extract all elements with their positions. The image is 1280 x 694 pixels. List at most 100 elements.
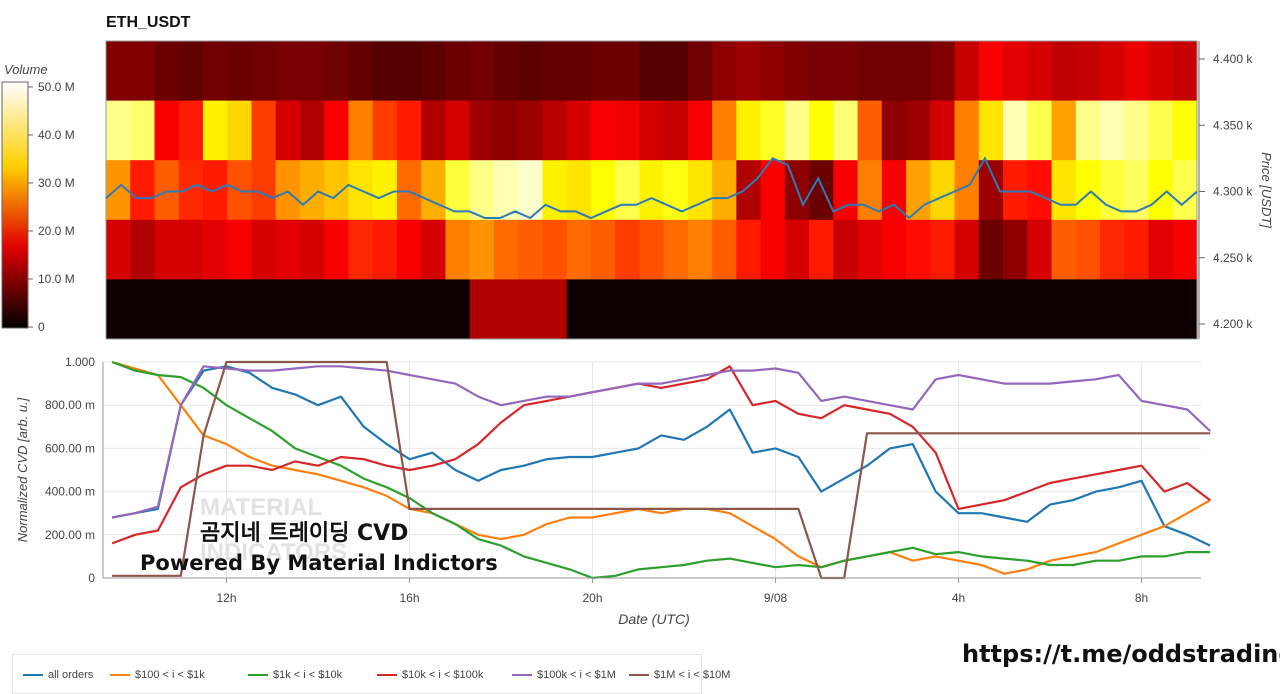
heatmap-cell	[372, 160, 398, 221]
x-tick-label: 12h	[217, 591, 237, 605]
x-tick-label: 4h	[952, 591, 965, 605]
heatmap-cell	[130, 160, 156, 221]
heatmap-cell	[1124, 100, 1150, 161]
heatmap-cell	[687, 41, 713, 101]
heatmap-border	[105, 40, 1198, 340]
heatmap-cell	[1003, 41, 1028, 101]
heatmap-cell	[566, 100, 592, 161]
heatmap-cell	[1075, 160, 1101, 221]
heatmap-cell	[615, 100, 640, 161]
price-tick-label: 4.200 k	[1213, 317, 1253, 331]
heatmap-cell	[324, 41, 350, 101]
heatmap-cell	[590, 219, 616, 280]
heatmap-cell	[590, 100, 616, 161]
heatmap-cell	[227, 219, 253, 280]
heatmap-cell	[736, 279, 762, 340]
y-tick-label: 0	[88, 571, 95, 585]
heatmap-cell	[348, 279, 374, 340]
heatmap-cell	[251, 219, 277, 280]
colorbar-tick-label: 20.0 M	[38, 224, 75, 238]
colorbar-tick-label: 30.0 M	[38, 176, 75, 190]
heatmap-cell	[687, 100, 713, 161]
heatmap-cell	[421, 279, 447, 340]
heatmap-cell	[154, 160, 180, 221]
price-line	[105, 156, 1198, 220]
heatmap-cell	[833, 279, 859, 340]
x-tick-label: 8h	[1135, 591, 1148, 605]
heatmap-cell	[445, 279, 471, 340]
heatmap-cell	[1172, 100, 1198, 161]
heatmap-cell	[421, 41, 447, 101]
y-axis-label: Normalized CVD [arb. u.]	[15, 397, 30, 542]
legend: all orders $100 < i < $1k $1k < i < $10k $1…	[12, 654, 730, 694]
watermark-logo: MATERIAL INDICATORS	[200, 494, 347, 566]
heatmap-cell	[1124, 41, 1150, 101]
y-tick-label: 1.000	[65, 355, 95, 369]
heatmap-cell	[930, 279, 956, 340]
heatmap-cell	[348, 219, 374, 280]
series-line	[111, 365, 1211, 519]
heatmap-cell	[518, 41, 543, 101]
legend-label: all orders	[48, 669, 94, 681]
heatmap-cell	[906, 160, 931, 221]
colorbar-label: Volume	[4, 62, 48, 77]
heatmap-cell	[930, 41, 956, 101]
heatmap-cell	[348, 41, 374, 101]
heatmap-cell	[978, 100, 1004, 161]
heatmap-cell	[518, 100, 543, 161]
heatmap-cell	[396, 160, 422, 221]
heatmap-cell	[978, 279, 1004, 340]
price-volume-heatmap	[105, 40, 1198, 340]
heatmap-cell	[712, 41, 737, 101]
legend-item: all orders	[23, 669, 93, 681]
watermark-line-1: MATERIAL	[200, 494, 322, 521]
heatmap-cell	[518, 279, 543, 340]
telegram-link[interactable]: https://t.me/oddstrading2	[962, 640, 1280, 668]
heatmap-cell	[1100, 100, 1125, 161]
heatmap-cell	[954, 219, 980, 280]
heatmap-cell	[469, 160, 495, 221]
heatmap-cell	[712, 279, 737, 340]
heatmap-cell	[809, 279, 834, 340]
heatmap-cell	[324, 160, 350, 221]
heatmap-cell	[663, 41, 689, 101]
heatmap-cell	[251, 41, 277, 101]
heatmap-cell	[930, 219, 956, 280]
heatmap-cell	[954, 279, 980, 340]
heatmap-cell	[760, 100, 786, 161]
heatmap-cell	[1172, 41, 1198, 101]
heatmap-cell	[1075, 100, 1101, 161]
heatmap-cell	[1172, 279, 1198, 340]
heatmap-cell	[251, 160, 277, 221]
colorbar-tick-label: 0	[38, 320, 45, 334]
heatmap-cell	[445, 41, 471, 101]
heatmap-cell	[130, 41, 156, 101]
legend-item: $10k < i < $100k	[377, 669, 483, 681]
heatmap-cell	[1051, 279, 1077, 340]
heatmap-cell	[299, 100, 325, 161]
heatmap-cell	[396, 100, 422, 161]
price-axis: 4.400 k 4.350 k 4.300 k 4.250 k 4.200 k	[1198, 41, 1253, 339]
heatmap-cell	[906, 41, 931, 101]
heatmap-cell	[542, 41, 568, 101]
heatmap-cell	[978, 41, 1004, 101]
overlay-powered-by: Powered By Material Indictors	[140, 551, 498, 575]
heatmap-cell	[542, 279, 568, 340]
heatmap-cell	[493, 41, 519, 101]
heatmap-cell	[712, 100, 737, 161]
price-tick-label: 4.400 k	[1213, 52, 1253, 66]
heatmap-cell	[784, 100, 810, 161]
heatmap-cell	[106, 219, 131, 280]
legend-item: $100 < i < $1k	[110, 669, 205, 681]
heatmap-cell	[590, 160, 616, 221]
heatmap-cell	[469, 279, 495, 340]
heatmap-cell	[687, 219, 713, 280]
heatmap-cell	[299, 160, 325, 221]
heatmap-cell	[299, 279, 325, 340]
heatmap-cell	[784, 41, 810, 101]
heatmap-cell	[275, 219, 301, 280]
heatmap-cell	[663, 279, 689, 340]
heatmap-cell	[1003, 279, 1028, 340]
heatmap-cell	[784, 279, 810, 340]
series-line	[112, 360, 1211, 580]
